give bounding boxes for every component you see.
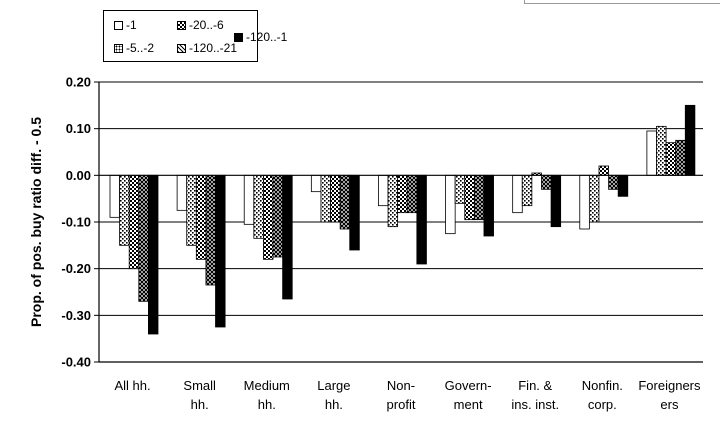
y-tick-label: 0.00: [66, 168, 91, 183]
x-tick-label: hh.: [258, 397, 276, 412]
bar-series-2: [320, 174, 331, 223]
legend-label: -5..-2: [126, 41, 155, 55]
bar-series-2: [588, 174, 600, 223]
x-tick-label: Fin. &: [518, 378, 552, 393]
bar-series-1: [176, 174, 188, 211]
x-tick-label: ins. inst.: [511, 397, 559, 412]
legend-swatch-dots: [114, 43, 123, 53]
legend-swatch-black: [234, 32, 243, 42]
bar-series-2: [454, 174, 466, 204]
bar-series-4: [272, 174, 284, 258]
bar-series-1: [310, 174, 322, 193]
legend-item-series-1: -1: [114, 18, 137, 32]
legend-label: -20..-6: [189, 18, 224, 32]
legend-swatch-cross: [177, 43, 186, 53]
x-tick-label: hh.: [191, 397, 209, 412]
bar-series-1: [243, 174, 255, 225]
legend-item-series-4: -120..-21: [177, 41, 237, 55]
x-tick-label: Govern-: [445, 378, 492, 393]
bar-series-4: [406, 174, 418, 214]
bar-series-4: [138, 174, 149, 302]
bar-series-3: [330, 174, 341, 223]
bar-series-3: [464, 174, 475, 221]
bar-series-3: [195, 174, 207, 260]
bar-series-2: [521, 174, 533, 207]
bar-series-5: [550, 174, 562, 228]
bar-series-5: [416, 174, 427, 265]
y-tick-label: 0.20: [66, 75, 91, 90]
bar-series-2: [656, 125, 667, 176]
bar-series-2: [119, 174, 130, 246]
bar-series-3: [263, 174, 274, 260]
x-tick-label: corp.: [588, 397, 617, 412]
x-tick-label: Foreigners: [638, 378, 701, 393]
x-tick-label: Nonfin.: [582, 378, 623, 393]
x-tick-label: profit: [387, 397, 416, 412]
bar-series-4: [473, 174, 485, 221]
x-tick-labels: All hh. Small hh. Medium hh. Large hh. Non-prof…: [114, 378, 701, 412]
x-tick-label: ment: [454, 397, 483, 412]
bar-series-4: [675, 139, 686, 176]
bar-series-2: [186, 174, 197, 246]
y-tick-label: -0.10: [61, 215, 91, 230]
bar-series-1: [445, 174, 456, 235]
x-tick-label: ers: [660, 397, 679, 412]
chart-legend: -1 -5..-2 -20..-6 -120..-21 -120..-1: [103, 10, 287, 62]
bar-series-5: [215, 174, 226, 328]
bar-series-4: [608, 174, 619, 190]
y-tick-labels: 0.20 0.10 0.00 -0.10 -0.20 -0.30 -0.40: [61, 75, 91, 370]
bar-series-3: [665, 142, 677, 176]
bar-series-5: [617, 174, 629, 197]
bar-series-4: [339, 174, 351, 230]
bar-series-4: [541, 174, 552, 190]
legend-label: -120..-21: [189, 41, 238, 55]
x-tick-label: hh.: [325, 397, 343, 412]
bar-series-1: [109, 174, 121, 218]
y-tick-label: -0.30: [61, 308, 91, 323]
y-axis-label: Prop. of pos. buy ratio diff. - 0.5: [28, 117, 44, 327]
bar-series-5: [684, 104, 696, 176]
x-tick-label: Large: [317, 378, 350, 393]
bar-series-5: [349, 174, 360, 251]
legend-label: -120..-1: [246, 30, 288, 44]
legend-item-series-5: -120..-1: [234, 30, 287, 44]
bar-series-3: [128, 174, 140, 270]
bar-series-4: [205, 174, 216, 286]
y-tick-label: 0.10: [66, 121, 91, 136]
bar-series-1: [646, 130, 657, 176]
legend-swatch-check: [177, 20, 186, 30]
axes: [94, 81, 703, 363]
x-tick-label: All hh.: [114, 378, 150, 393]
y-tick-label: -0.40: [61, 355, 91, 370]
x-tick-label: Non-: [387, 378, 415, 393]
y-tick-label: -0.20: [61, 261, 91, 276]
legend-item-series-3: -20..-6: [177, 18, 224, 32]
x-tick-label: Small: [183, 378, 216, 393]
window-edge-fragment: [524, 0, 720, 4]
bar-series-2: [387, 174, 399, 228]
bar-series-5: [147, 174, 159, 335]
x-tick-label: Medium: [244, 378, 290, 393]
bar-series-2: [253, 174, 264, 239]
bar-series-5: [282, 174, 293, 300]
legend-swatch-white: [114, 20, 123, 30]
bar-series-1: [579, 174, 590, 230]
bar-series-5: [483, 174, 494, 237]
bar-series-3: [397, 174, 408, 214]
legend-label: -1: [126, 18, 137, 32]
bar-series-1: [512, 174, 523, 214]
bar-series-3: [598, 165, 609, 176]
gridlines: [99, 81, 703, 316]
legend-item-series-2: -5..-2: [114, 41, 154, 55]
bars: [109, 104, 696, 335]
bar-series-1: [378, 174, 389, 207]
